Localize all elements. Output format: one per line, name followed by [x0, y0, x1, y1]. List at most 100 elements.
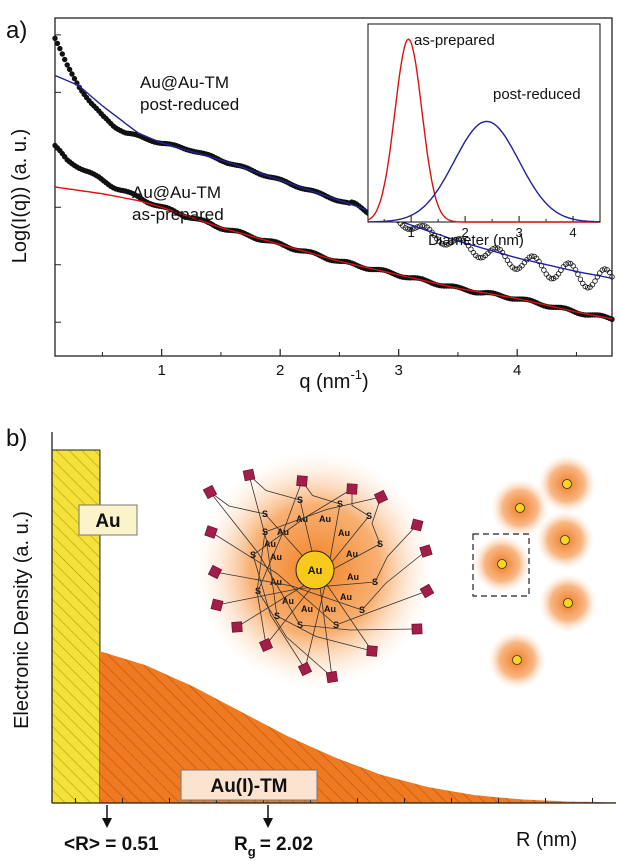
data-point: [468, 246, 474, 252]
annot-post-line2: post-reduced: [140, 95, 239, 114]
inset-curve-post-reduced: [368, 120, 601, 223]
data-point: [521, 260, 528, 266]
data-point: [609, 274, 615, 280]
au-atom-label: Au: [324, 604, 336, 614]
ligand-chain: [371, 496, 382, 545]
ligand-end-group: [207, 564, 223, 580]
au-atom-label: Au: [346, 549, 358, 559]
data-point: [592, 278, 598, 284]
ligand-end-group: [325, 670, 339, 684]
ligand-chain: [209, 491, 266, 515]
data-point: [541, 267, 547, 273]
ligand-end-group: [242, 468, 256, 482]
data-point: [606, 269, 613, 276]
inset-curve-as-prepared: [367, 38, 600, 223]
ligand-chain: [248, 474, 301, 501]
au-atom-label: Au: [270, 552, 282, 562]
au-core-area: [51, 449, 101, 804]
rg-marker-arrow: [263, 805, 273, 828]
panel-a-label: a): [6, 17, 27, 44]
data-point: [407, 226, 413, 233]
ligand-end-group: [202, 484, 218, 500]
au-atom-label: Au: [319, 514, 331, 524]
data-point: [504, 257, 511, 263]
ligand-chain: [276, 615, 373, 652]
data-point: [57, 45, 63, 52]
annot-asp-line1: Au@Au-TM: [132, 183, 221, 202]
panel-a-xlabel: q (nm-1): [299, 367, 368, 393]
r-marker-arrow: [102, 805, 112, 828]
data-point: [577, 276, 584, 282]
panel-b-xlabel: R (nm): [516, 829, 577, 851]
au-box-label: Au: [95, 511, 120, 532]
inset-xlabel: Diameter (nm): [428, 232, 524, 249]
data-point: [419, 222, 425, 229]
data-point: [570, 263, 576, 269]
ligand-chain: [264, 496, 382, 533]
au-atom-label: Au: [282, 596, 294, 606]
data-point: [64, 62, 70, 68]
ligand-chain: [214, 571, 363, 611]
ligand-chain: [257, 590, 333, 678]
data-point: [543, 271, 549, 277]
ligand-end-group: [419, 544, 433, 558]
small-particle-core: [563, 598, 573, 608]
ligand-end-group: [231, 621, 243, 633]
annot-asp-line2: as-prepared: [132, 205, 224, 224]
inset-label-as-prepared: as-prepared: [414, 32, 495, 49]
small-particle-core: [560, 535, 570, 545]
data-point: [529, 253, 535, 259]
data-point: [609, 316, 615, 322]
ligand-end-group: [373, 489, 389, 505]
data-point: [602, 266, 608, 272]
data-point: [409, 226, 416, 232]
data-point: [59, 51, 65, 57]
inset-curves: [367, 38, 601, 223]
small-particle-core: [512, 655, 522, 665]
au-box: [78, 504, 138, 536]
au-atom-label: Au: [338, 528, 350, 538]
data-point: [594, 274, 601, 280]
au-i-tm-box: [180, 769, 318, 801]
small-particles-group: [473, 455, 597, 689]
inset-frame: [367, 23, 601, 223]
inset-xtick-label: 3: [515, 225, 522, 240]
ligand-chain: [209, 491, 301, 626]
data-point: [580, 280, 586, 287]
data-point: [492, 245, 498, 251]
ligand-chain: [210, 531, 337, 626]
panel-b-label: b): [6, 425, 27, 452]
au-i-tm-label: Au(I)-TM: [210, 776, 287, 797]
inset-xtick-label: 4: [569, 225, 576, 240]
ligand-end-group: [366, 645, 378, 657]
data-point: [548, 276, 554, 282]
ligand-chain: [374, 524, 418, 583]
au-atom-label: Au: [340, 592, 352, 602]
panel-a-ticks: 1 2 3 4: [55, 34, 577, 379]
data-point: [54, 40, 61, 47]
data-point: [565, 260, 571, 266]
data-point: [597, 270, 603, 276]
data-point: [536, 258, 542, 265]
data-point: [507, 261, 513, 267]
panel-b-ylabel: Electronic Density (a. u.): [11, 511, 33, 729]
inset-xtick-label: 1: [408, 225, 415, 240]
ligand-chain: [248, 474, 278, 617]
data-point: [512, 266, 518, 272]
au-i-tm-shell-area: [99, 651, 616, 803]
panel-a-ylabel: Log(I(q)) (a. u.): [9, 129, 31, 263]
data-point: [66, 66, 73, 73]
panel-a-fit-lines: [54, 74, 613, 320]
ligand-end-group: [411, 623, 423, 635]
data-point: [71, 75, 78, 82]
inset-label-post-reduced: post-reduced: [493, 86, 581, 103]
panel-a-xtick-label: 3: [395, 362, 403, 379]
ligand-end-group: [419, 583, 435, 599]
data-point: [52, 35, 58, 41]
au-atom-label: Au: [347, 572, 359, 582]
ligand-chain: [351, 489, 370, 517]
ligand-end-group: [210, 598, 224, 612]
ligand-chain: [361, 550, 427, 611]
